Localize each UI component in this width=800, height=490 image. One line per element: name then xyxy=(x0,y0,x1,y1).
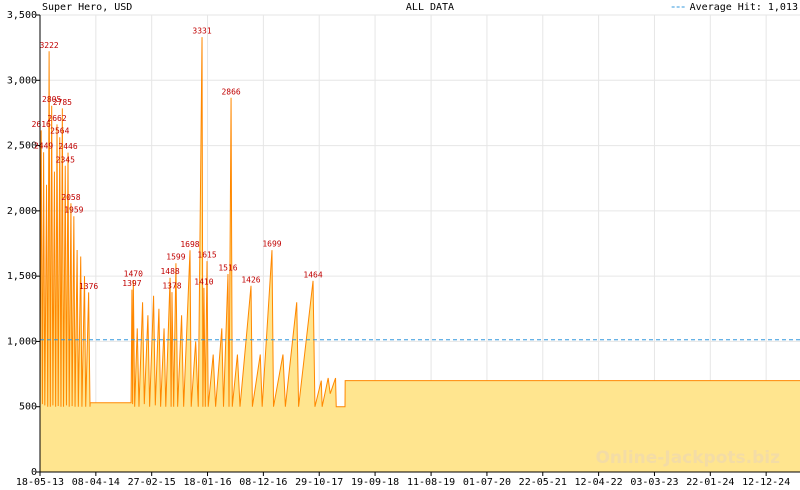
data-label: 2805 xyxy=(42,95,61,104)
legend-label: Average Hit: xyxy=(690,2,762,13)
data-label: 1615 xyxy=(197,251,216,260)
data-label: 1699 xyxy=(262,240,281,249)
x-tick-label: 18-01-16 xyxy=(183,477,231,488)
data-label: 1410 xyxy=(194,277,213,286)
x-tick-label: 01-07-20 xyxy=(463,477,511,488)
data-label: 2449 xyxy=(34,142,53,151)
y-tick-label: 1,000 xyxy=(7,336,37,347)
y-tick-label: 2,500 xyxy=(7,141,37,152)
x-tick-label: 08-04-14 xyxy=(72,477,120,488)
data-label: 1378 xyxy=(162,282,181,291)
data-label: 1488 xyxy=(160,267,179,276)
data-label: 1426 xyxy=(241,275,260,284)
watermark: Online-Jackpots.biz xyxy=(595,448,780,468)
data-label: 1959 xyxy=(64,206,83,215)
y-tick-label: 0 xyxy=(31,467,37,478)
data-label: 2058 xyxy=(61,193,80,202)
y-tick-label: 2,000 xyxy=(7,206,37,217)
data-label: 2564 xyxy=(50,127,69,136)
chart-title: ALL DATA xyxy=(406,2,454,13)
data-label: 3222 xyxy=(39,41,58,50)
x-tick-label: 19-09-18 xyxy=(351,477,399,488)
x-tick-label: 22-01-24 xyxy=(686,477,734,488)
x-tick-label: 12-12-24 xyxy=(742,477,790,488)
data-label: 1397 xyxy=(122,279,141,288)
data-label: 2345 xyxy=(56,155,75,164)
x-tick-label: 29-10-17 xyxy=(295,477,343,488)
legend-value: 1,013 xyxy=(768,2,798,13)
y-tick-label: 3,000 xyxy=(7,75,37,86)
y-tick-label: 3,500 xyxy=(7,10,37,21)
chart-subtitle: Super Hero, USD xyxy=(42,2,132,13)
data-label: 1464 xyxy=(303,270,322,279)
data-label: 2616 xyxy=(32,120,51,129)
x-tick-label: 03-03-23 xyxy=(630,477,678,488)
y-tick-label: 1,500 xyxy=(7,271,37,282)
x-tick-label: 18-05-13 xyxy=(16,477,64,488)
area-fill xyxy=(40,37,800,472)
data-label: 1599 xyxy=(166,253,185,262)
data-label: 1698 xyxy=(180,240,199,249)
x-tick-label: 12-04-22 xyxy=(575,477,623,488)
data-label: 2446 xyxy=(58,142,77,151)
x-tick-label: 22-05-21 xyxy=(519,477,567,488)
data-label: 2785 xyxy=(53,98,72,107)
data-label: 1470 xyxy=(124,270,143,279)
x-tick-label: 27-02-15 xyxy=(128,477,176,488)
series-line xyxy=(39,37,800,408)
data-label: 1376 xyxy=(79,282,98,291)
y-tick-label: 500 xyxy=(19,402,37,413)
data-label: 2662 xyxy=(47,114,66,123)
x-tick-label: 11-08-19 xyxy=(407,477,455,488)
x-tick-label: 08-12-16 xyxy=(239,477,287,488)
data-label: 2866 xyxy=(221,87,240,96)
data-label: 1516 xyxy=(218,264,237,273)
data-label: 3331 xyxy=(192,27,211,36)
